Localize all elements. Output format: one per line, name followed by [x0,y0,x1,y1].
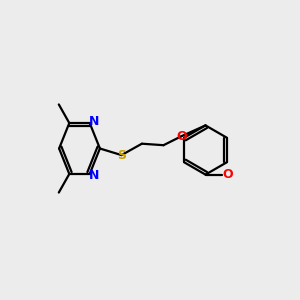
Text: O: O [176,130,187,143]
Text: S: S [117,148,126,162]
Text: O: O [223,168,233,181]
Text: N: N [88,169,99,182]
Text: N: N [88,115,99,128]
